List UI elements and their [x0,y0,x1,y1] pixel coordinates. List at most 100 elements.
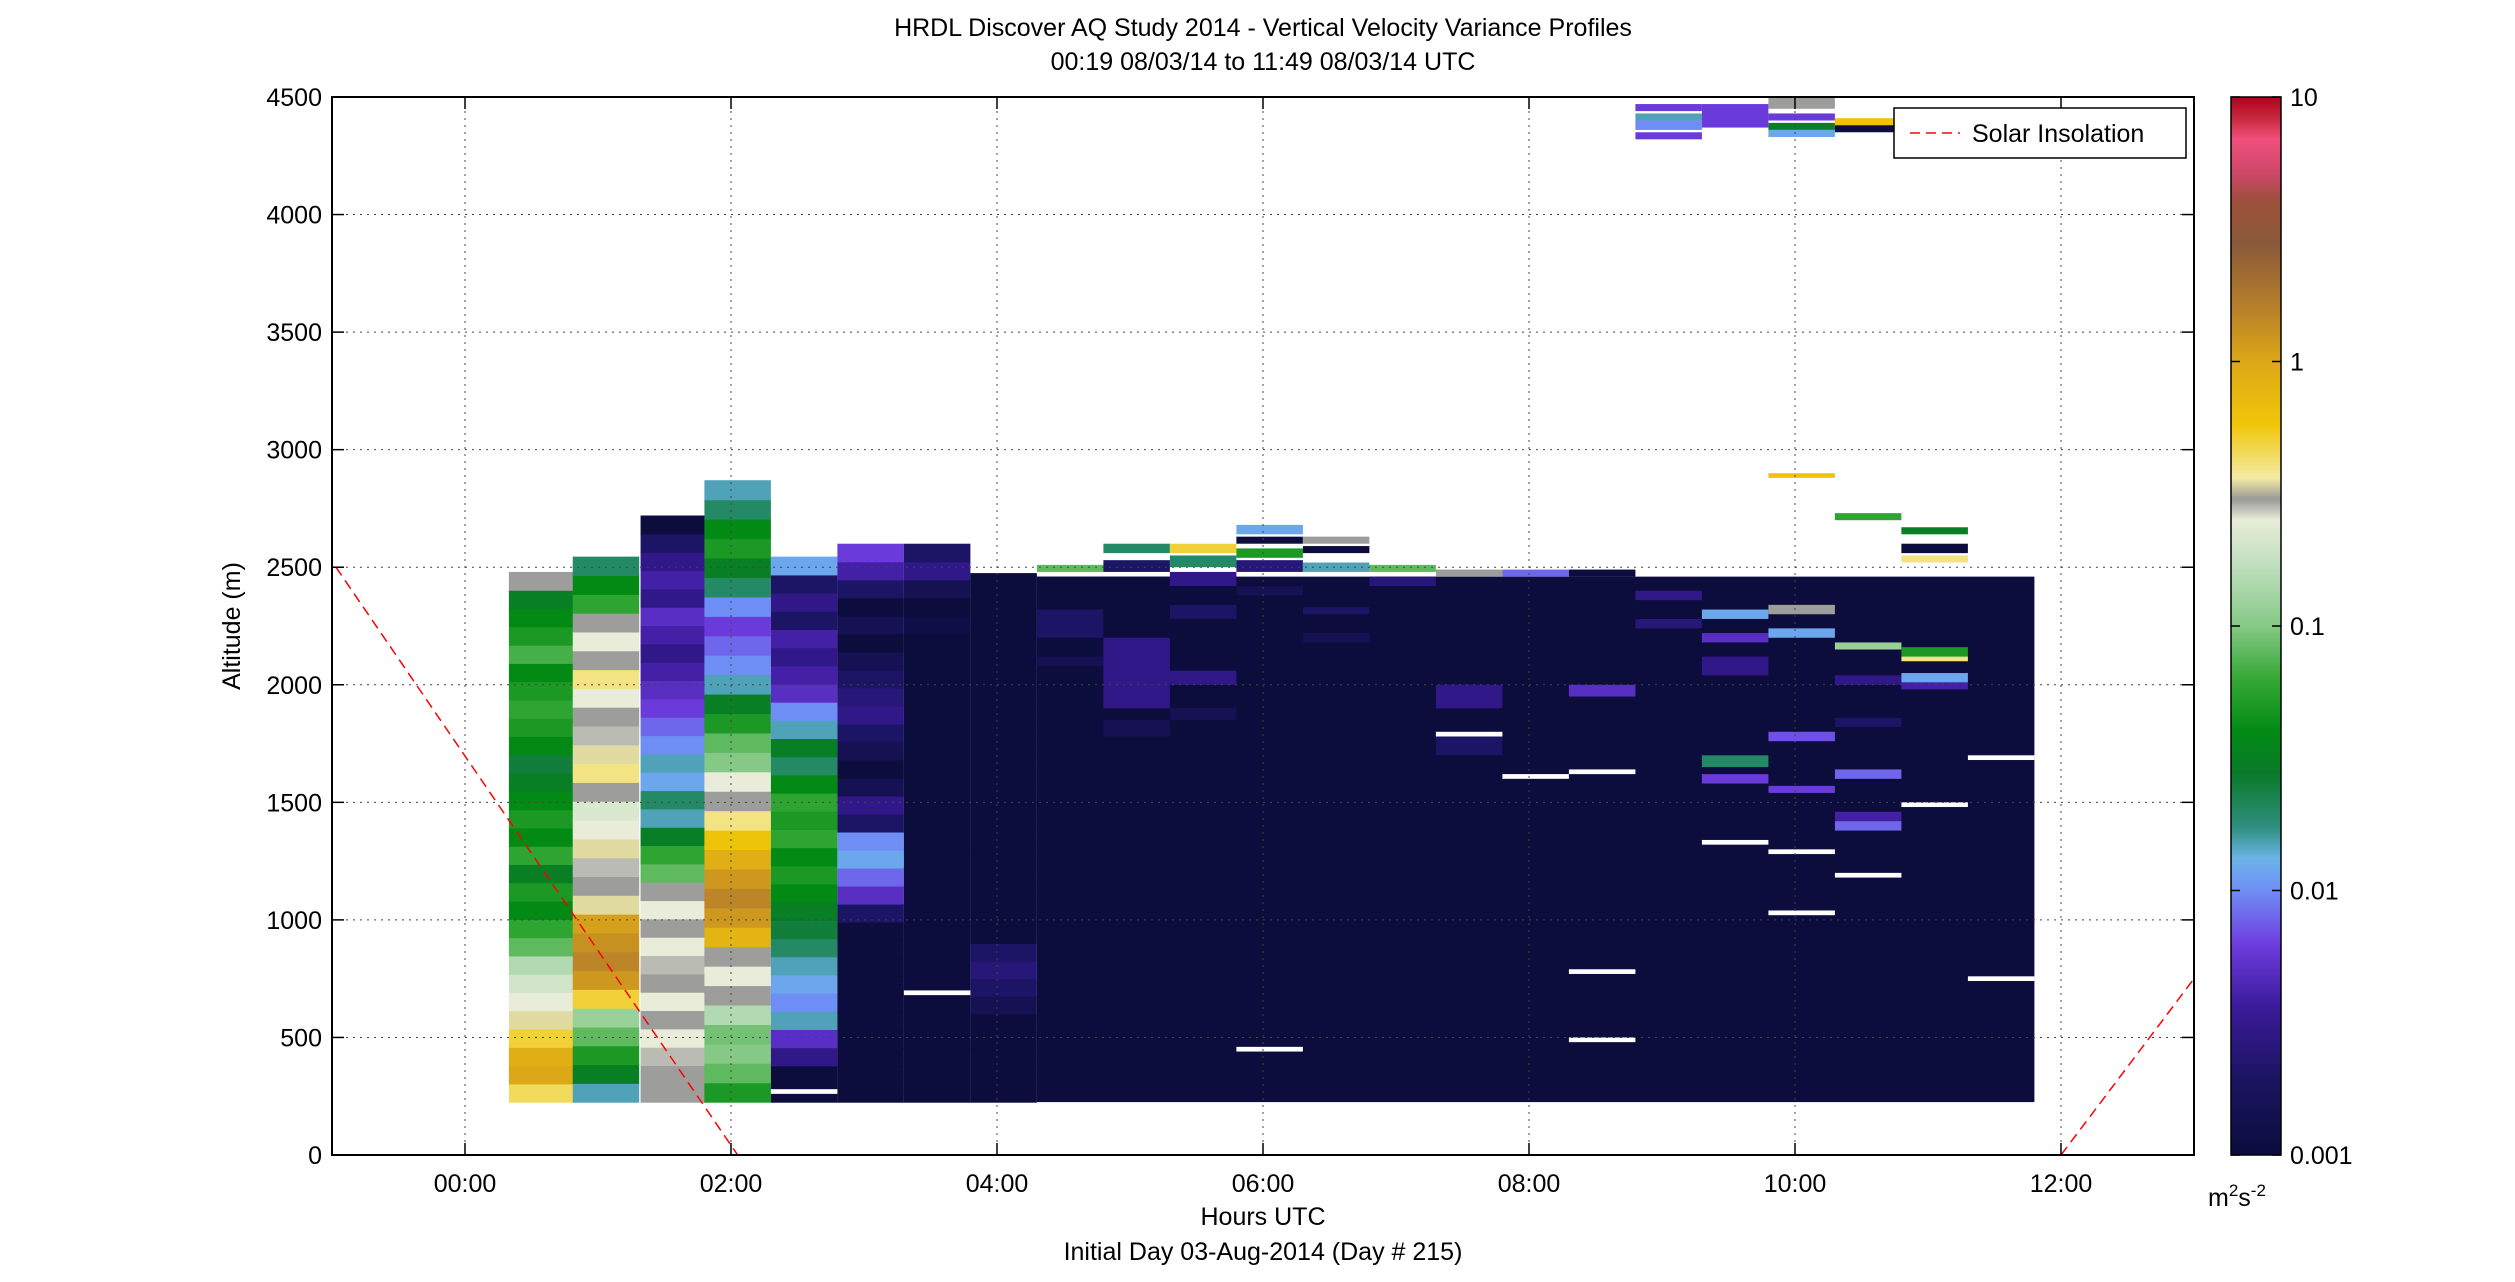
heatmap-cell [903,543,971,563]
heatmap-cell [970,961,1037,980]
heatmap-cell [970,1031,1037,1050]
heatmap-cell [770,1011,838,1030]
heatmap-cell [837,741,904,761]
heatmap-cell [640,1065,708,1085]
heatmap-cell [1236,586,1303,596]
heatmap-cell [770,1065,838,1085]
heatmap-cell [1302,546,1370,554]
heatmap-cell [1635,104,1702,112]
heatmap-cell [903,831,971,851]
data-gap [770,1089,838,1094]
heatmap-cell [1635,120,1702,130]
data-gap [1502,774,1569,779]
heatmap-cell [903,579,971,599]
heatmap-cell [1834,717,1902,728]
heatmap-cell [770,920,838,940]
heatmap-cell [1502,595,1569,615]
heatmap-cell [640,717,708,737]
heatmap-cell [1834,769,1902,779]
heatmap-cell [640,827,708,847]
heatmap-cell [837,994,904,1013]
heatmap-cell [1568,684,1636,697]
heatmap-cell [508,608,576,628]
colorbar-ticks: 10 1 0.1 0.01 0.001 [2231,84,2353,1170]
heatmap-cell [837,1084,904,1103]
heatmap-cell [508,773,576,792]
heatmap-cell [704,713,771,734]
x-tick-label: 12:00 [2030,1170,2093,1198]
heatmap-cell [1036,564,1104,572]
heatmap-cell [770,847,838,867]
heatmap-cell [640,607,708,627]
heatmap-cell [1768,473,1835,478]
heatmap-cell [770,647,838,667]
heatmap-cell [508,1028,576,1048]
heatmap-cell [1169,543,1237,554]
heatmap-cell [903,1084,971,1103]
heatmap-cell [770,556,838,576]
heatmap-cell [770,865,838,885]
heatmap-cell [508,900,576,920]
heatmap-cell [572,857,640,877]
heatmap-cell [1834,125,1902,133]
heatmap-cell [704,557,771,578]
heatmap-cell [1568,569,1636,577]
heatmap-cell [704,771,771,792]
y-tick-label: 2000 [266,672,322,700]
data-gap [1701,839,1769,845]
data-gap [1568,969,1636,974]
heatmap-cell [770,793,838,812]
heatmap-cell [837,633,904,653]
heatmap-cell [704,655,771,676]
heatmap-cell [903,615,971,635]
heatmap-cell [1103,560,1170,572]
heatmap-cell [770,1029,838,1049]
heatmap-cell [1502,569,1569,577]
heatmap-cell [1768,122,1835,130]
heatmap-cells [508,97,2035,1103]
heatmap-cell [1169,571,1237,587]
heatmap-cell [1435,569,1503,577]
heatmap-cell [837,759,904,779]
heatmap-cell [640,937,708,957]
heatmap-cell [508,681,576,701]
heatmap-cell [770,938,838,958]
heatmap-cell [770,829,838,849]
heatmap-cell [508,974,576,994]
heatmap-cell [1635,618,1702,629]
heatmap-cell [970,872,1037,892]
heatmap-cell [770,593,838,612]
heatmap-cell [770,738,838,758]
heatmap-cell [1701,774,1769,784]
heatmap-cell [903,1066,971,1085]
heatmap-cell [770,883,838,903]
heatmap-cell [572,914,640,934]
heatmap-cell [970,661,1037,680]
heatmap-cell [1169,670,1237,685]
heatmap-cell [1768,604,1835,615]
heatmap-cell [704,616,771,637]
heatmap-cell [1901,656,1968,662]
heatmap-cell [970,1049,1037,1068]
x-tick-label: 08:00 [1498,1170,1561,1198]
heatmap-cell [572,801,640,821]
heatmap-cell [704,1004,771,1025]
heatmap-cell [572,876,640,896]
heatmap-cell [704,946,771,967]
data-gap [1568,769,1636,775]
heatmap-cell [1768,628,1835,638]
heatmap-cell [640,662,708,682]
heatmap-cell [903,903,971,923]
heatmap-cell [704,791,771,812]
heatmap-cell [770,683,838,703]
heatmap-cell [704,538,771,559]
data-gap [1768,910,1835,916]
heatmap-cell [508,754,576,774]
heatmap-cell [903,994,971,1013]
y-tick-label: 1500 [266,789,322,817]
heatmap-cell [704,693,771,715]
y-tick-label: 0 [308,1142,322,1170]
heatmap-cell [572,707,640,727]
heatmap-cell [1369,604,1436,615]
heatmap-cell [1103,720,1170,737]
